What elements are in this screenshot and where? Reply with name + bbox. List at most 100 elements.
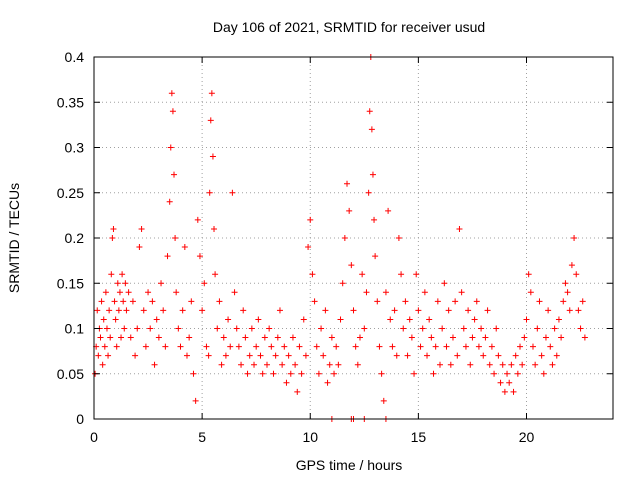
data-point — [281, 343, 288, 350]
data-point — [95, 352, 102, 359]
data-point — [499, 361, 506, 368]
data-point — [538, 352, 545, 359]
data-point — [452, 298, 459, 305]
data-point — [136, 244, 143, 251]
data-point — [536, 298, 543, 305]
data-point — [419, 325, 426, 332]
data-point — [471, 316, 478, 323]
data-point — [387, 316, 394, 323]
data-point — [553, 352, 560, 359]
data-point — [101, 343, 108, 350]
data-point — [568, 262, 575, 269]
data-point — [382, 289, 389, 296]
data-point — [545, 307, 552, 314]
x-tick-label: 20 — [519, 429, 535, 445]
data-point — [510, 388, 517, 395]
data-point — [413, 271, 420, 278]
data-point — [581, 334, 588, 341]
data-point — [158, 280, 165, 287]
data-point — [346, 207, 353, 214]
data-point — [430, 370, 437, 377]
data-point — [110, 225, 117, 232]
data-point — [529, 343, 536, 350]
data-point — [162, 343, 169, 350]
data-point — [209, 153, 216, 160]
data-point — [98, 298, 105, 305]
data-point — [402, 298, 409, 305]
data-point — [354, 361, 361, 368]
data-point — [188, 298, 195, 305]
data-point — [439, 325, 446, 332]
data-point — [251, 361, 258, 368]
data-point — [173, 289, 180, 296]
data-point — [270, 370, 277, 377]
data-point — [478, 325, 485, 332]
data-point — [408, 334, 415, 341]
data-point — [389, 343, 396, 350]
data-point — [368, 126, 375, 133]
data-point — [378, 370, 385, 377]
data-point — [465, 307, 472, 314]
data-point — [475, 343, 482, 350]
data-point — [506, 379, 513, 386]
axis-ticks: 0 0.05 0.1 0.15 0.2 0.25 0.3 0.35 0.4 0 5 10 15 20 — [57, 49, 613, 445]
data-point — [272, 352, 279, 359]
data-point — [532, 361, 539, 368]
data-point — [107, 334, 114, 341]
data-point — [261, 334, 268, 341]
data-point — [519, 361, 526, 368]
data-point — [504, 370, 511, 377]
data-point — [331, 370, 338, 377]
data-point — [480, 352, 487, 359]
y-tick-label: 0 — [76, 411, 84, 427]
data-point — [212, 271, 219, 278]
data-point — [573, 271, 580, 278]
data-point — [123, 307, 130, 314]
y-tick-label: 0.2 — [65, 230, 85, 246]
data-point — [300, 316, 307, 323]
x-tick-label: 10 — [302, 429, 318, 445]
data-point — [132, 352, 139, 359]
data-point — [109, 235, 116, 241]
data-point — [404, 352, 411, 359]
data-point — [517, 343, 524, 350]
data-point — [441, 280, 448, 287]
data-point — [186, 334, 193, 341]
data-point — [279, 361, 286, 368]
data-point — [421, 289, 428, 296]
data-point — [179, 307, 186, 314]
data-point — [102, 289, 109, 296]
data-point — [315, 370, 322, 377]
data-point — [542, 334, 549, 341]
data-point — [168, 90, 175, 97]
data-point — [216, 298, 223, 305]
data-point — [307, 216, 314, 223]
data-point — [467, 361, 474, 368]
data-point — [497, 379, 504, 386]
data-point — [458, 289, 465, 296]
data-point — [113, 343, 120, 350]
data-point — [153, 316, 160, 323]
data-point — [437, 361, 443, 368]
data-point — [287, 370, 294, 377]
data-point — [339, 280, 346, 287]
x-tick-label: 5 — [198, 429, 206, 445]
data-point — [521, 334, 528, 341]
data-point — [264, 361, 270, 368]
data-point — [118, 334, 125, 341]
data-point — [142, 343, 149, 350]
data-point — [147, 325, 154, 332]
data-point — [296, 343, 303, 350]
data-point — [449, 334, 456, 341]
y-tick-label: 0.25 — [57, 185, 84, 201]
data-point — [134, 325, 141, 332]
data-point — [324, 379, 331, 386]
data-point — [460, 325, 467, 332]
data-point — [115, 307, 122, 314]
data-point — [525, 271, 532, 278]
data-point — [257, 352, 264, 359]
data-point — [259, 370, 266, 377]
data-point — [311, 298, 318, 305]
data-point — [164, 253, 171, 260]
data-point — [190, 370, 197, 377]
